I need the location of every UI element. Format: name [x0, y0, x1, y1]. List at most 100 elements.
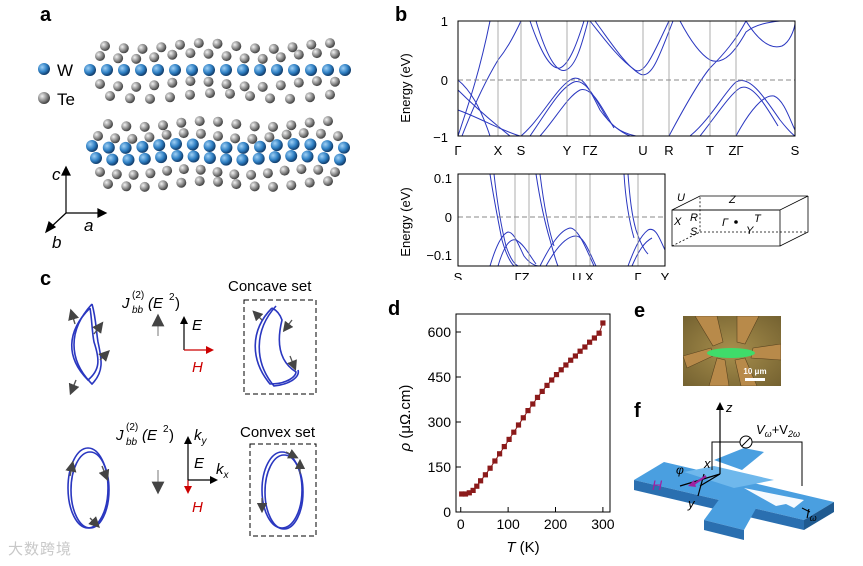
resistivity-point [466, 490, 472, 496]
te-atom [304, 177, 315, 188]
te-atom [149, 80, 160, 91]
te-atom [262, 168, 273, 179]
te-atom [145, 168, 156, 179]
resistivity-point [506, 436, 512, 442]
te-atom [131, 81, 142, 92]
te-atom [213, 176, 223, 187]
te-atom [323, 116, 333, 127]
w-atom [90, 152, 102, 164]
w-atom [338, 141, 350, 154]
panel-label-b: b [395, 4, 408, 26]
concave-axis-h: H [192, 359, 203, 376]
resistivity-point [600, 320, 606, 326]
concave-formula-arg-sup: 2 [169, 292, 175, 303]
te-atom [113, 81, 124, 92]
te-atom [100, 41, 110, 51]
bottom-ytick-p01: 0.1 [434, 171, 452, 186]
resistivity-point [478, 478, 484, 484]
convex-formula-arg-sup: 2 [163, 424, 169, 435]
resistivity-point [539, 388, 545, 394]
te-atom [239, 81, 250, 92]
te-atom [239, 53, 250, 64]
w-atom [304, 138, 317, 151]
te-atom [330, 76, 340, 87]
resistivity-point [587, 339, 593, 345]
resistivity-point [591, 335, 597, 341]
bottom-ytick-m01: −0.1 [426, 248, 452, 263]
te-atom [286, 120, 297, 131]
concave-fermi-pocket [70, 303, 102, 386]
te-atom [333, 131, 343, 142]
te-atom [311, 48, 322, 59]
te-atom [249, 181, 260, 192]
w-atom [186, 138, 199, 151]
panel-label-e: e [634, 300, 646, 322]
resistivity-xlabel: T (K) [506, 539, 539, 556]
resistivity-frame [455, 313, 611, 513]
te-atom [250, 43, 260, 54]
w-atom [220, 64, 232, 76]
resistivity-ytick: 300 [428, 414, 452, 430]
te-atom [257, 53, 268, 64]
scalebar-line [745, 378, 765, 381]
te-atom [118, 43, 129, 54]
te-atom [176, 117, 187, 128]
te-atom [311, 76, 322, 87]
w-atom [339, 64, 351, 76]
top-kpoint-label: S [517, 143, 526, 158]
te-atom [195, 164, 206, 175]
axis-a-label: a [84, 216, 93, 235]
te-atom [275, 52, 286, 63]
te-atom [221, 79, 232, 90]
bz-label-t: T [754, 213, 762, 225]
top-kpoint-label: T [706, 143, 714, 158]
convex-formula-end: ) [169, 427, 174, 444]
hall-bar-device [634, 448, 834, 540]
resistivity-point [549, 377, 555, 383]
resistivity-xtick: 200 [544, 516, 568, 532]
bz-label-u: U [677, 192, 685, 204]
te-atom [285, 93, 295, 104]
resistivity-xtick: 0 [457, 516, 465, 532]
hall-bar-schematic: z x y φ H Vω+V2ω Iω [634, 400, 834, 540]
te-atom [139, 181, 150, 192]
te-atom [315, 128, 326, 139]
w-atom [106, 153, 119, 166]
te-atom [161, 129, 172, 140]
te-atom [245, 91, 255, 102]
axis-c-label: c [52, 165, 61, 184]
te-atom [167, 49, 178, 60]
te-atom [110, 133, 121, 144]
w-atom [254, 64, 266, 76]
w-atom [287, 138, 300, 150]
panel-label-f: f [634, 400, 641, 422]
convex-formula-arg: (E [142, 427, 158, 444]
convex-formula-sup: (2) [126, 422, 138, 433]
concave-set-pocket [254, 305, 300, 387]
panel-label-c: c [40, 268, 52, 290]
te-atom [113, 53, 124, 64]
w-atom [203, 152, 216, 164]
top-ytick-1: 1 [441, 14, 448, 29]
resistivity-point [572, 353, 578, 359]
bz-label-y: Y [746, 225, 754, 237]
concave-formula-sub: bb [132, 305, 144, 316]
concave-axis-e: E [192, 317, 203, 334]
te-atom [128, 169, 139, 180]
legend-te-label: Te [57, 90, 75, 109]
te-atom [105, 91, 115, 101]
axis-b-label: b [52, 233, 61, 252]
w-atom [237, 141, 250, 154]
te-atom [231, 179, 242, 190]
top-kpoint-label: Y [563, 143, 572, 158]
w-atom [118, 64, 130, 76]
w-atom [152, 64, 164, 76]
w-atom [138, 152, 151, 165]
te-atom [293, 77, 304, 88]
legend-w-atom [38, 63, 50, 75]
te-atom [137, 43, 148, 54]
te-atom [194, 176, 205, 187]
w-atom [301, 150, 314, 163]
top-ytick-0: 0 [441, 73, 448, 88]
te-atom [165, 92, 175, 103]
